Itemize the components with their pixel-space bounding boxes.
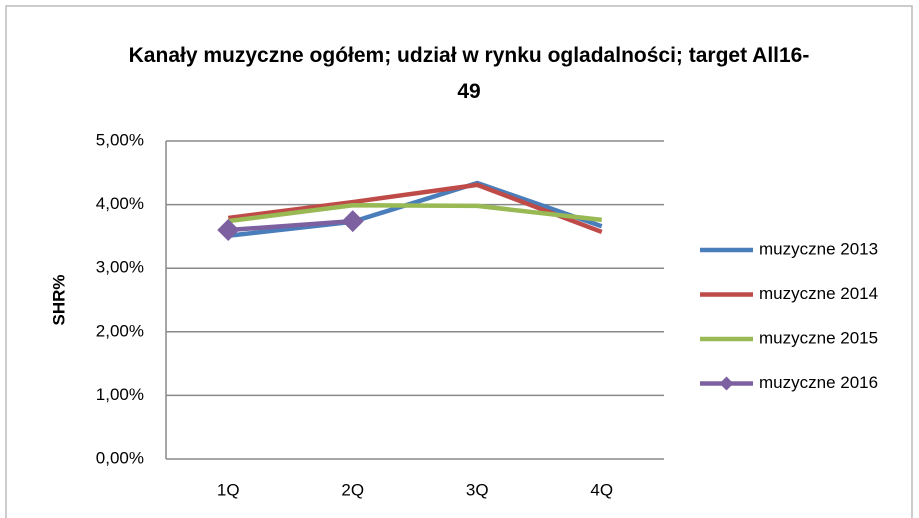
legend-label: muzyczne 2013 (759, 239, 878, 258)
legend-label: muzyczne 2016 (759, 373, 878, 392)
x-tick-label: 2Q (341, 480, 364, 499)
y-tick-label: 4,00% (96, 194, 144, 213)
series-line (227, 182, 603, 235)
point-marker (217, 219, 240, 242)
y-tick-label: 2,00% (96, 321, 144, 340)
series-line (227, 180, 603, 238)
y-tick-label: 5,00% (96, 130, 144, 149)
x-tick-label: 3Q (466, 480, 489, 499)
x-tick-label: 4Q (590, 480, 613, 499)
x-tick-label: 1Q (217, 480, 240, 499)
y-tick-label: 3,00% (96, 258, 144, 277)
point-marker (341, 210, 364, 233)
series-line (228, 218, 353, 233)
y-axis-label: SHR% (49, 274, 68, 325)
legend-label: muzyczne 2014 (759, 284, 878, 303)
series-line (227, 202, 603, 224)
y-tick-label: 1,00% (96, 385, 144, 404)
legend-marker (719, 376, 734, 391)
chart-frame (5, 5, 913, 518)
chart-title: Kanały muzyczne ogółem; udział w rynku o… (128, 44, 810, 103)
legend-label: muzyczne 2015 (759, 328, 878, 347)
y-tick-label: 0,00% (96, 448, 144, 467)
